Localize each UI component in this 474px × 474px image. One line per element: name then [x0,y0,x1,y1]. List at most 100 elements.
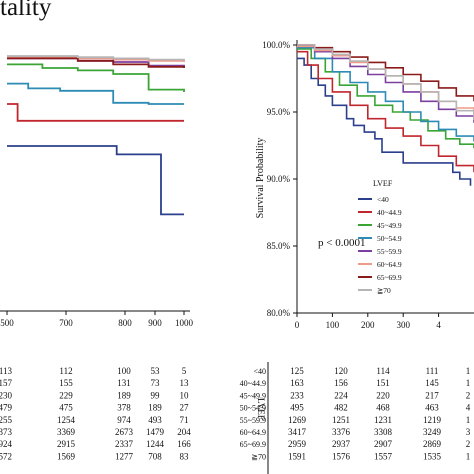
risk-row-label: 65~69.9 [240,440,266,449]
legend-entry-label: 40~44.9 [377,208,402,217]
risk-row-label: <40 [253,367,266,376]
right-y-ticks: 100.0% 95.0% 90.0% 85.0% 80.0% [262,40,297,318]
right-risk-cell: 482 [334,403,348,413]
left-x-tick-label: 1000 [175,318,194,328]
right-risk-cell: 2 [466,439,471,449]
right-risk-cell: 2 [466,390,471,400]
left-risk-cell: 708 [148,451,162,461]
right-risk-cell: 114 [376,366,390,376]
right-risk-cell: 3 [466,427,471,437]
right-x-tick-label: 100 [326,320,340,330]
right-risk-cell: 2937 [332,439,351,449]
left-risk-cell: 572 [0,451,12,461]
left-risk-cell: 71 [180,415,189,425]
right-risk-cell: 2959 [288,439,307,449]
right-risk-cell: 468 [376,403,390,413]
right-risk-cell: 151 [376,378,390,388]
right-risk-cell: 2869 [423,439,442,449]
right-risk-cell: 3249 [423,427,442,437]
right-risk-cell: 2907 [374,439,393,449]
right-risk-cell: 220 [376,390,390,400]
legend-entry-label: 65~69.9 [377,273,402,282]
risk-row-label: 40~44.9 [240,379,266,388]
right-x-tick-label: 0 [295,320,300,330]
right-y-tick-label: 80.0% [267,308,291,318]
right-risk-cell: 3417 [288,427,307,437]
left-risk-cell: 475 [59,403,73,413]
left-risk-cell: 155 [59,378,73,388]
right-risk-table: LVEF <40 40~44.9 45~49.9 50~54.9 55~59.9 60~6… [240,362,471,474]
right-x-tick-label: 4 [436,320,441,330]
left-x-tick-label: 700 [59,318,73,328]
right-series-group [297,44,474,186]
left-x-tick-label: 900 [148,318,162,328]
legend-entry-label: 55~59.9 [377,247,402,256]
right-risk-cell: 1269 [288,415,307,425]
left-risk-cell: 479 [0,403,13,413]
right-risk-cell: 1 [466,451,471,461]
left-risk-cell: 189 [117,390,131,400]
left-risk-cell: 189 [148,403,162,413]
left-survival-curve [7,145,184,216]
right-risk-cell: 1 [466,415,471,425]
right-survival-curve [297,48,474,149]
left-risk-cell: 157 [0,378,13,388]
legend-entries: <40 40~44.9 45~49.9 50~54.9 55~59.9 60~64.9 65… [358,195,402,295]
risk-row-label: 45~49.9 [240,391,266,400]
left-risk-cell: 10 [180,390,190,400]
left-risk-cell: 5 [182,366,187,376]
right-x-tick-label: 300 [396,320,410,330]
left-risk-cell: 1569 [57,451,76,461]
left-risk-cell: 131 [117,378,131,388]
risk-row-label: 55~59.9 [240,416,266,425]
left-risk-cell: 13 [180,378,190,388]
left-risk-cell: 53 [151,366,161,376]
right-risk-cell: 1231 [374,415,392,425]
right-x-tick-label: 200 [361,320,375,330]
left-risk-cell: 83 [180,451,190,461]
left-risk-cell: 113 [0,366,12,376]
right-risk-cell: 1557 [374,451,393,461]
p-value-annotation: p < 0.0001 [318,237,365,249]
left-risk-cell: 112 [59,366,72,376]
left-risk-cell: 2915 [57,439,76,449]
right-y-tick-label: 85.0% [267,241,291,251]
left-risk-cell: 99 [151,390,161,400]
left-risk-cell: 166 [177,439,191,449]
right-risk-cell: 125 [290,366,304,376]
right-risk-cell: 4 [466,403,471,413]
right-survival-curve [297,50,474,173]
legend-entry-label: 45~49.9 [377,221,402,230]
right-risk-cell: 224 [334,390,348,400]
left-risk-cell: 373 [0,427,13,437]
right-y-tick-label: 95.0% [267,107,291,117]
right-y-tick-label: 100.0% [262,40,290,50]
left-x-ticks: 500 700 800 900 1000 [0,311,194,328]
right-risk-cell: 1251 [332,415,350,425]
left-risk-cell: 1244 [146,439,165,449]
right-risk-cell: 233 [290,390,304,400]
right-risk-cell: 120 [334,366,348,376]
left-x-tick-label: 800 [118,318,132,328]
left-survival-curve [7,82,184,105]
risk-table-ylabel: LVEF [256,398,266,420]
legend-title: LVEF [373,179,393,188]
right-survival-curve [297,44,474,120]
left-risk-cell: 3369 [57,427,76,437]
left-risk-cell: 27 [180,403,190,413]
right-risk-cell: 163 [290,378,304,388]
left-survival-curve [7,103,184,122]
left-risk-cell: 230 [0,390,13,400]
left-risk-cell: 1277 [115,451,134,461]
right-risk-cell: 1535 [423,451,442,461]
left-risk-cell: 974 [117,415,131,425]
right-risk-cell: 156 [334,378,348,388]
right-risk-cell: 111 [426,366,439,376]
legend-entry-label: 50~54.9 [377,234,402,243]
left-risk-table: 113 112 100 53 5 157 155 131 73 13 230 229 189 99 10 47… [0,366,191,461]
risk-row-label: 60~64.9 [240,428,266,437]
right-risk-cell: 1576 [332,451,351,461]
right-risk-cell: 463 [425,403,439,413]
right-x-ticks: 0 100 200 300 4 [295,313,441,330]
left-risk-cell: 100 [117,366,131,376]
